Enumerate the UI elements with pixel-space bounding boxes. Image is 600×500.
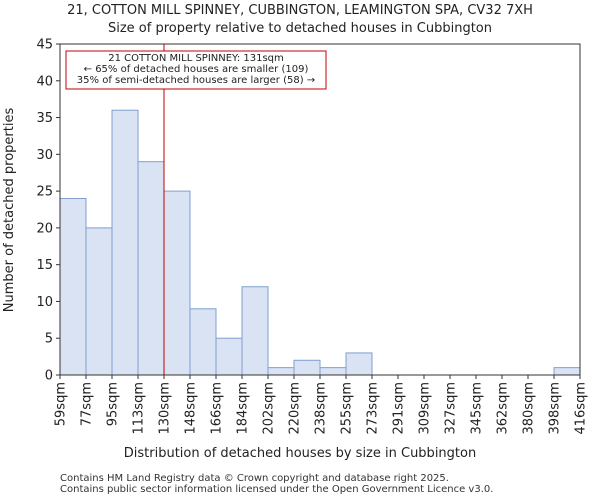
x-tick-label: 77sqm xyxy=(80,382,95,426)
chart-subtitle: Size of property relative to detached ho… xyxy=(108,21,492,36)
x-tick-label: 220sqm xyxy=(288,382,303,435)
x-tick-label: 166sqm xyxy=(210,382,225,435)
x-tick-label: 95sqm xyxy=(106,382,121,426)
y-tick-label: 30 xyxy=(36,148,53,163)
x-tick-label: 327sqm xyxy=(444,382,459,435)
y-tick-label: 10 xyxy=(36,295,53,310)
x-tick-label: 59sqm xyxy=(54,382,69,426)
bar-59sqm xyxy=(59,197,87,376)
bar-113sqm xyxy=(137,161,165,376)
x-tick-label: 238sqm xyxy=(314,382,329,435)
x-tick-label: 273sqm xyxy=(366,382,381,435)
bar-255sqm xyxy=(345,352,373,376)
bar-184sqm xyxy=(241,286,269,376)
x-tick-label: 184sqm xyxy=(236,382,251,435)
x-ticks: 59sqm 77sqm 95sqm 113sqm 130sqm 148sqm 166sqm 1… xyxy=(54,375,589,435)
x-tick-label: 202sqm xyxy=(262,382,277,435)
x-tick-label: 345sqm xyxy=(470,382,485,435)
y-axis-label: Number of detached properties xyxy=(2,108,17,313)
y-tick-label: 5 xyxy=(45,332,53,347)
x-tick-label: 148sqm xyxy=(184,382,199,435)
bar-95sqm xyxy=(111,109,139,376)
x-tick-label: 362sqm xyxy=(496,382,511,435)
y-tick-label: 20 xyxy=(36,221,53,236)
bar-77sqm xyxy=(85,227,113,376)
bar-148sqm xyxy=(189,308,217,376)
plot-frame xyxy=(59,43,581,376)
bar-398sqm xyxy=(553,367,581,376)
y-tick-label: 25 xyxy=(36,185,53,200)
x-tick-label: 130sqm xyxy=(158,382,173,435)
x-tick-label: 113sqm xyxy=(132,382,147,435)
x-tick-label: 291sqm xyxy=(392,382,407,435)
annotation-line-2: ← 65% of detached houses are smaller (10… xyxy=(84,64,309,75)
chart-title: 21, COTTON MILL SPINNEY, CUBBINGTON, LEA… xyxy=(67,3,533,18)
bar-130sqm xyxy=(163,190,191,376)
bar-202sqm xyxy=(267,367,295,376)
x-tick-label: 416sqm xyxy=(574,382,589,435)
y-tick-label: 15 xyxy=(36,258,53,273)
bars-group xyxy=(59,109,581,376)
footer-line-1: Contains HM Land Registry data © Crown c… xyxy=(60,473,449,484)
x-tick-label: 398sqm xyxy=(548,382,563,435)
annotation-line-3: 35% of semi-detached houses are larger (… xyxy=(77,75,315,86)
annotation-line-1: 21 COTTON MILL SPINNEY: 131sqm xyxy=(108,53,284,64)
bar-166sqm xyxy=(215,337,243,376)
x-axis-label: Distribution of detached houses by size … xyxy=(124,446,476,461)
y-tick-label: 0 xyxy=(45,369,53,384)
footer-line-2: Contains public sector information licen… xyxy=(60,484,494,495)
bar-220sqm xyxy=(293,359,321,376)
x-tick-label: 309sqm xyxy=(418,382,433,435)
x-tick-label: 380sqm xyxy=(522,382,537,435)
y-tick-label: 45 xyxy=(36,38,53,53)
y-ticks: 0 5 10 15 20 25 30 35 40 45 xyxy=(36,38,60,384)
bar-238sqm xyxy=(319,367,347,376)
y-tick-label: 40 xyxy=(36,74,53,89)
y-tick-label: 35 xyxy=(36,111,53,126)
x-tick-label: 255sqm xyxy=(340,382,355,435)
annotation-box xyxy=(65,50,327,90)
